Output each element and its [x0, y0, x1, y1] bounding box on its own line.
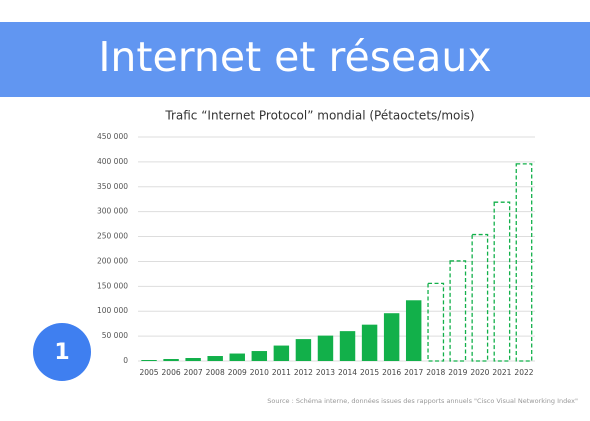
bar — [383, 313, 400, 361]
header-band — [0, 22, 590, 97]
y-tick-label: 250 000 — [97, 232, 128, 241]
forecast-bar — [449, 260, 467, 362]
y-tick-label: 300 000 — [97, 207, 128, 216]
bar — [273, 345, 290, 361]
bar — [405, 300, 422, 361]
y-tick-label: 350 000 — [97, 182, 128, 191]
y-tick-label: 100 000 — [97, 306, 128, 315]
x-tick-label: 2016 — [382, 368, 401, 377]
forecast-bar — [427, 282, 445, 362]
bar — [361, 324, 378, 361]
forecast-bar — [493, 201, 511, 362]
x-tick-label: 2005 — [139, 368, 158, 377]
y-tick-label: 200 000 — [97, 256, 128, 265]
forecast-bar — [515, 163, 533, 362]
x-tick-label: 2008 — [206, 368, 225, 377]
chart-title: Trafic “Internet Protocol” mondial (Péta… — [164, 109, 474, 123]
x-tick-label: 2015 — [360, 368, 379, 377]
y-tick-label: 400 000 — [97, 157, 128, 166]
x-tick-label: 2007 — [184, 368, 203, 377]
y-tick-label: 150 000 — [97, 281, 128, 290]
x-tick-label: 2009 — [228, 368, 247, 377]
bar — [251, 351, 268, 361]
source-note: Source : Schéma interne, données issues … — [267, 397, 578, 405]
bar — [295, 339, 312, 361]
x-tick-label: 2018 — [426, 368, 445, 377]
y-tick-label: 50 000 — [102, 331, 128, 340]
x-tick-label: 2017 — [404, 368, 423, 377]
bar — [229, 353, 245, 361]
x-tick-label: 2013 — [316, 368, 335, 377]
bar — [339, 331, 356, 361]
x-tick-label: 2020 — [470, 368, 489, 377]
y-tick-label: 0 — [123, 356, 128, 365]
badge-label: 1 — [54, 340, 69, 365]
bar — [185, 358, 201, 361]
forecast-bar — [471, 233, 489, 362]
plot: 0 50 000 100 000 150 000 200 000 250 000 300 0… — [97, 132, 535, 377]
bar — [163, 359, 179, 361]
x-tick-label: 2010 — [250, 368, 269, 377]
x-tick-label: 2014 — [338, 368, 357, 377]
x-tick-label: 2011 — [272, 368, 291, 377]
header-title: Internet et réseaux — [98, 33, 491, 81]
x-tick-label: 2021 — [492, 368, 511, 377]
x-tick-label: 2006 — [162, 368, 181, 377]
bar — [207, 356, 223, 361]
bar — [141, 360, 157, 361]
x-tick-label: 2022 — [514, 368, 533, 377]
x-tick-label: 2012 — [294, 368, 313, 377]
bar — [317, 335, 334, 361]
badge — [33, 323, 91, 381]
y-tick-label: 450 000 — [97, 132, 128, 141]
x-tick-label: 2019 — [448, 368, 467, 377]
